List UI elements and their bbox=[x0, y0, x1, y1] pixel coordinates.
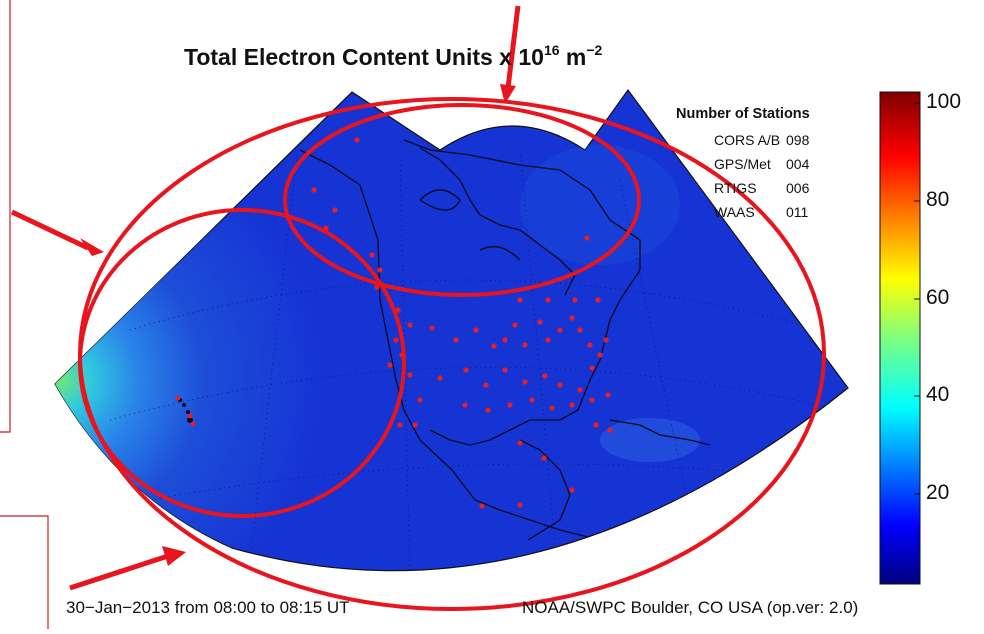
colorbar-tick-label: 60 bbox=[926, 286, 950, 309]
map-title: Total Electron Content Units x 1016 m−2 bbox=[184, 42, 602, 71]
station-count: 098 bbox=[786, 132, 810, 148]
annotation-ellipse-west bbox=[78, 208, 406, 518]
hawaii-islands bbox=[178, 398, 193, 423]
colorbar-tick-label: 20 bbox=[926, 481, 950, 504]
coastlines bbox=[299, 139, 711, 541]
station-name: GPS/Met bbox=[714, 156, 771, 172]
colorbar-ticks bbox=[914, 102, 920, 495]
station-legend-header: Number of Stations bbox=[676, 106, 810, 122]
annotation-arrow-left bbox=[10, 209, 90, 251]
station-name: CORS A/B bbox=[714, 132, 781, 148]
station-row: CORS A/B 098 bbox=[676, 128, 826, 152]
station-count: 004 bbox=[786, 156, 810, 172]
callout-box-bottom bbox=[0, 515, 49, 629]
footer-timestamp: 30−Jan−2013 from 08:00 to 08:15 UT bbox=[66, 598, 350, 617]
station-legend: Number of Stations CORS A/B 098 GPS/Met … bbox=[676, 106, 826, 224]
annotation-arrows bbox=[10, 5, 521, 591]
colorbar-tick-label: 40 bbox=[926, 383, 950, 406]
annotation-arrow-top bbox=[505, 5, 521, 89]
station-row: GPS/Met 004 bbox=[676, 152, 826, 176]
station-count: 006 bbox=[786, 180, 810, 196]
station-row: RTIGS 006 bbox=[676, 176, 826, 200]
station-row: WAAS 011 bbox=[676, 200, 826, 224]
station-name: RTIGS bbox=[714, 180, 757, 196]
colorbar-tick-label: 80 bbox=[926, 188, 950, 211]
annotation-arrow-bottom bbox=[69, 553, 169, 591]
title-exponent: 16 bbox=[543, 42, 560, 58]
annotation-ellipses bbox=[78, 97, 826, 611]
station-name: WAAS bbox=[714, 204, 755, 220]
callout-box-top bbox=[0, 0, 11, 433]
annotation-ellipse-north bbox=[283, 103, 641, 297]
station-count: 011 bbox=[786, 204, 809, 220]
title-unit-exponent: −2 bbox=[586, 42, 603, 58]
colorbar-tick-label: 100 bbox=[926, 90, 962, 113]
colorbar bbox=[879, 91, 921, 585]
footer-source: NOAA/SWPC Boulder, CO USA (op.ver: 2.0) bbox=[522, 598, 859, 617]
callout-boxes bbox=[0, 0, 49, 629]
title-unit: m bbox=[559, 44, 587, 70]
title-prefix: Total Electron Content Units x 10 bbox=[184, 44, 544, 70]
station-dots bbox=[175, 137, 613, 509]
